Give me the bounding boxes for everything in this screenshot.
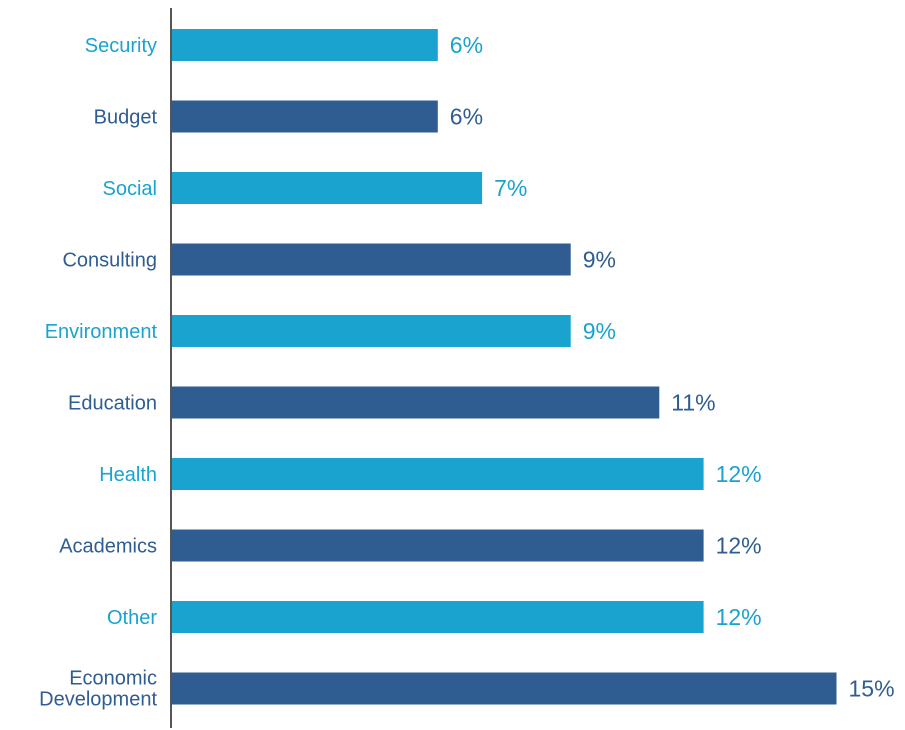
category-label-social: Social (103, 178, 157, 200)
category-label-health: Health (99, 464, 157, 486)
value-label-education: 11% (671, 390, 715, 416)
category-label-environment: Environment (45, 321, 158, 343)
category-label-consulting: Consulting (62, 250, 157, 272)
category-label-security: Security (85, 35, 157, 57)
bar-other (172, 601, 704, 633)
bar-security (172, 29, 438, 61)
bar-economic-development (172, 672, 837, 705)
value-label-health: 12% (716, 461, 762, 487)
bar-education (172, 386, 660, 419)
value-label-social: 7% (494, 175, 527, 201)
value-label-environment: 9% (583, 318, 616, 344)
value-label-security: 6% (450, 32, 483, 58)
bar-health (172, 458, 704, 490)
value-label-other: 12% (716, 604, 762, 630)
value-label-economic-development: 15% (849, 676, 895, 702)
category-label-other: Other (107, 607, 157, 629)
bar-social (172, 172, 483, 204)
bar-consulting (172, 243, 571, 276)
value-label-academics: 12% (716, 533, 762, 559)
value-labels: 6% 6% 7% 9% 9% 11% 12% 12% 12% 15% (450, 32, 895, 702)
category-label-economic-development: Economic Development (39, 668, 157, 711)
category-labels: Security Budget Social Consulting Environmen… (39, 35, 157, 711)
category-label-education: Education (68, 393, 157, 415)
bar-environment (172, 315, 571, 347)
category-label-budget: Budget (94, 107, 158, 129)
bar-academics (172, 529, 704, 562)
category-label-academics: Academics (59, 536, 157, 558)
value-label-consulting: 9% (583, 247, 616, 273)
bars-layer (172, 29, 837, 705)
value-label-budget: 6% (450, 104, 483, 130)
bar-budget (172, 100, 438, 133)
